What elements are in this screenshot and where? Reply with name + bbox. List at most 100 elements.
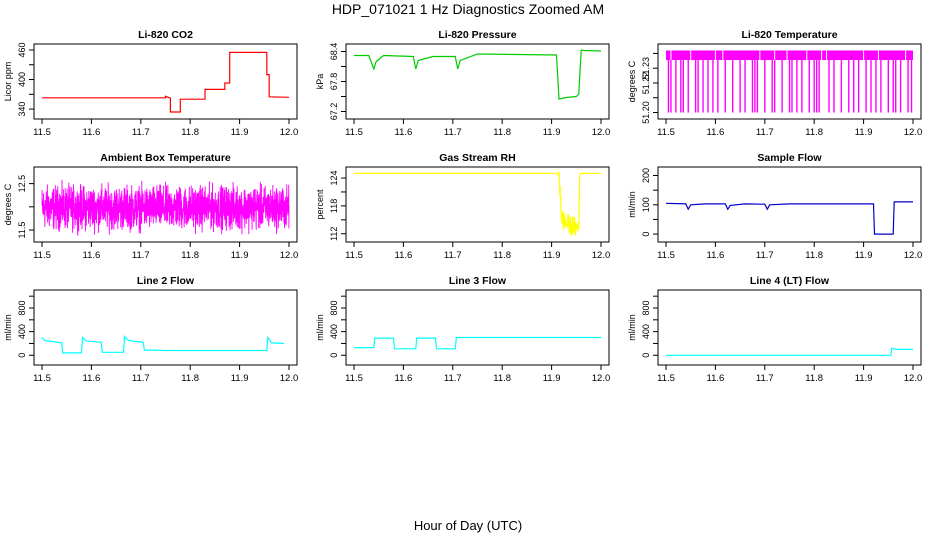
x-tick-label: 11.5 [33, 373, 51, 384]
plot-frame [33, 43, 298, 120]
plot-frame [345, 166, 610, 243]
x-tick-label: 11.9 [543, 127, 561, 138]
data-layer [665, 201, 913, 235]
chart-panel: Ambient Box Temperature degrees C 11.5 11.6… [3, 152, 298, 261]
y-axis-label: ml/min [315, 314, 325, 341]
y-axis-label: kPa [315, 74, 325, 90]
x-tick-label: 11.7 [132, 250, 150, 261]
data-series-line [354, 336, 601, 350]
y-axis-label: ml/min [3, 314, 13, 341]
x-tick-label: 11.9 [855, 127, 873, 138]
x-tick-label: 11.6 [395, 250, 413, 261]
data-series-line [354, 49, 602, 100]
y-axis-label: ml/min [627, 191, 637, 218]
data-series-line [354, 171, 601, 236]
y-tick-label: 124 [329, 171, 339, 186]
chart-panel: Line 4 (LT) Flow ml/min 11.5 11.6 11.7 11.8 11… [627, 275, 922, 384]
x-tick-label: 11.8 [181, 373, 199, 384]
plot-frame [33, 289, 298, 366]
chart-title: Sample Flow [757, 152, 822, 164]
data-layer [666, 347, 913, 356]
chart-panel: Sample Flow ml/min 11.5 11.6 11.7 11.8 11.9 12.… [627, 152, 922, 261]
x-tick-label: 11.8 [493, 127, 511, 138]
x-tick-label: 12.0 [280, 250, 299, 261]
x-tick-label: 11.9 [231, 250, 249, 261]
x-tick-label: 11.6 [83, 127, 101, 138]
x-tick-label: 11.6 [707, 373, 725, 384]
x-tick-label: 11.9 [231, 127, 249, 138]
y-tick-label: 400 [17, 72, 27, 87]
data-layer [354, 49, 602, 100]
data-series-line [41, 179, 290, 236]
chart-title: Line 4 (LT) Flow [750, 275, 830, 287]
data-series-line [665, 201, 913, 235]
data-layer [41, 179, 290, 236]
x-tick-label: 11.7 [756, 250, 774, 261]
x-tick-label: 11.7 [444, 250, 462, 261]
x-tick-label: 11.8 [493, 250, 511, 261]
x-tick-label: 11.7 [132, 373, 150, 384]
chart-panel: Li-820 Temperature degrees C 11.5 11.6 11.7 1… [627, 29, 922, 138]
x-tick-label: 11.9 [231, 373, 249, 384]
x-tick-label: 11.6 [707, 127, 725, 138]
y-tick-label: 51.20 [641, 101, 651, 124]
data-layer [42, 51, 290, 113]
data-series-line [666, 347, 913, 356]
y-tick-label: 0 [641, 353, 651, 358]
x-tick-label: 11.5 [345, 373, 363, 384]
x-tick-label: 11.8 [181, 250, 199, 261]
x-tick-label: 11.7 [756, 373, 774, 384]
chart-panel: Gas Stream RH percent 11.5 11.6 11.7 11.8 11.9… [315, 152, 610, 261]
x-tick-label: 11.6 [707, 250, 725, 261]
y-tick-label: 100 [641, 197, 651, 212]
y-tick-label: 800 [329, 300, 339, 315]
x-tick-label: 11.9 [543, 373, 561, 384]
x-tick-label: 11.8 [805, 127, 823, 138]
y-tick-label: 67.2 [329, 103, 339, 121]
data-layer [666, 50, 913, 113]
chart-title: Gas Stream RH [439, 152, 515, 164]
x-tick-label: 11.7 [756, 127, 774, 138]
y-tick-label: 400 [329, 324, 339, 339]
x-tick-label: 11.7 [132, 127, 150, 138]
y-tick-label: 800 [641, 300, 651, 315]
y-axis-label: Licor ppm [3, 62, 13, 102]
y-tick-label: 51.23 [641, 57, 651, 80]
x-tick-label: 12.0 [280, 127, 299, 138]
data-band [666, 50, 913, 61]
y-tick-label: 460 [17, 42, 27, 57]
figure-title: HDP_071021 1 Hz Diagnostics Zoomed AM [331, 1, 605, 17]
y-tick-label: 0 [641, 232, 651, 237]
chart-title: Line 3 Flow [449, 275, 507, 287]
x-tick-label: 12.0 [592, 373, 611, 384]
y-tick-label: 200 [641, 168, 651, 183]
x-tick-label: 11.5 [33, 250, 51, 261]
x-tick-label: 11.7 [444, 127, 462, 138]
x-tick-label: 11.5 [345, 127, 363, 138]
x-tick-label: 11.9 [855, 250, 873, 261]
x-tick-label: 11.8 [805, 373, 823, 384]
x-tick-label: 12.0 [904, 127, 923, 138]
x-tick-label: 11.5 [345, 250, 363, 261]
chart-title: Li-820 Pressure [438, 29, 516, 41]
x-tick-label: 11.8 [493, 373, 511, 384]
y-tick-label: 68.4 [329, 43, 339, 61]
chart-title: Line 2 Flow [137, 275, 195, 287]
y-tick-label: 51.22 [641, 72, 651, 95]
x-tick-label: 11.6 [83, 373, 101, 384]
x-tick-label: 11.6 [395, 127, 413, 138]
chart-panel: Li-820 Pressure kPa 11.5 11.6 11.7 11.8 11.9 12… [315, 29, 610, 138]
x-tick-label: 11.6 [83, 250, 101, 261]
data-layer [354, 336, 601, 350]
plot-frame [345, 289, 610, 366]
chart-title: Li-820 CO2 [138, 29, 193, 41]
chart-title: Ambient Box Temperature [100, 152, 231, 164]
data-layer [41, 335, 285, 354]
plot-frame [33, 166, 298, 243]
chart-panel: Li-820 CO2 Licor ppm 11.5 11.6 11.7 11.8 11.9 1… [3, 29, 298, 138]
x-tick-label: 11.8 [181, 127, 199, 138]
y-axis-label: degrees C [627, 60, 637, 102]
y-tick-label: 118 [329, 199, 339, 213]
y-tick-label: 11.5 [17, 222, 27, 239]
y-tick-label: 400 [641, 324, 651, 339]
